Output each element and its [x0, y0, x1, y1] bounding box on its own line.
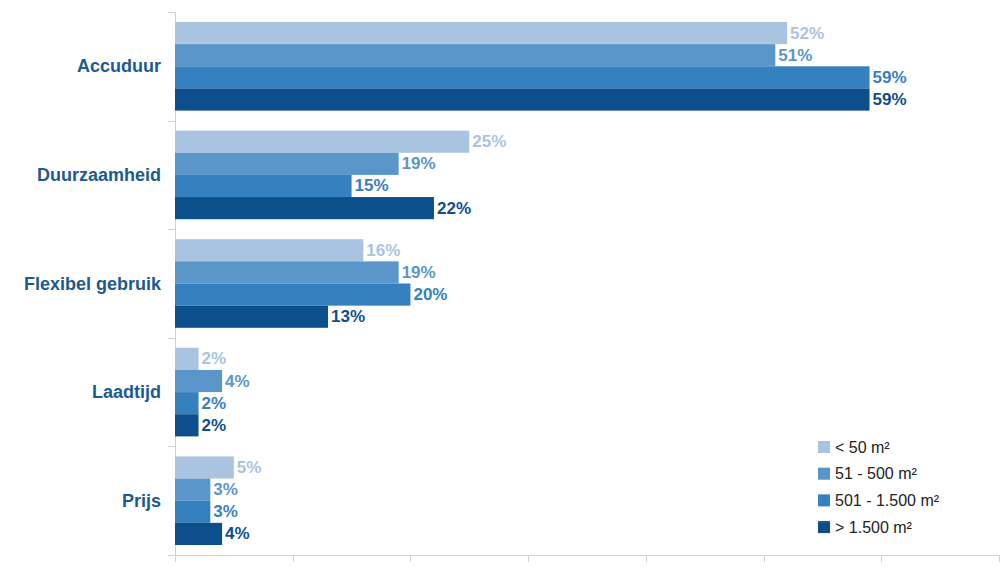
- data-label: 25%: [472, 132, 506, 151]
- data-label: 3%: [213, 502, 238, 521]
- bar: [175, 88, 870, 110]
- x-tick: [175, 555, 176, 562]
- data-label: 19%: [402, 263, 436, 282]
- bar: [175, 197, 434, 219]
- bar: [175, 501, 210, 523]
- x-tick: [881, 555, 882, 562]
- legend-swatch: [818, 441, 830, 453]
- x-tick: [764, 555, 765, 562]
- bar: [175, 44, 775, 66]
- data-label: 59%: [873, 90, 907, 109]
- data-label: 2%: [202, 349, 227, 368]
- data-label: 22%: [437, 199, 471, 218]
- bar: [175, 153, 399, 175]
- bar: [175, 348, 199, 370]
- bar: [175, 456, 234, 478]
- category-label: Accuduur: [77, 56, 161, 76]
- bar: [175, 284, 410, 306]
- data-label: 2%: [202, 416, 227, 435]
- bar: [175, 131, 469, 153]
- data-label: 13%: [331, 307, 365, 326]
- legend-label: > 1.500 m²: [835, 519, 913, 536]
- data-labels: 52% 25% 16% 2% 5% 51% 19% 19% 4% 3% 59% 15% 20% 2% 3% 5…: [202, 24, 907, 544]
- x-tick: [528, 555, 529, 562]
- data-label: 19%: [402, 154, 436, 173]
- bar: [175, 370, 222, 392]
- data-label: 3%: [213, 480, 238, 499]
- data-label: 52%: [790, 24, 824, 43]
- legend-swatch: [818, 468, 830, 480]
- x-tick: [646, 555, 647, 562]
- data-label: 16%: [366, 241, 400, 260]
- data-label: 5%: [237, 458, 262, 477]
- data-label: 4%: [225, 372, 250, 391]
- data-label: 59%: [873, 68, 907, 87]
- category-separator: [168, 555, 175, 556]
- chart: Accuduur Duurzaamheid Flexibel gebruik Laad…: [0, 0, 1000, 568]
- legend-label: 51 - 500 m²: [835, 465, 917, 482]
- data-label: 2%: [202, 394, 227, 413]
- category-label: Duurzaamheid: [37, 165, 161, 185]
- bars: [175, 22, 870, 545]
- bar: [175, 175, 352, 197]
- legend-swatch: [818, 521, 830, 533]
- bar: [175, 414, 199, 436]
- legend-swatch: [818, 494, 830, 506]
- bar: [175, 239, 363, 261]
- data-label: 15%: [355, 176, 389, 195]
- category-separator: [168, 12, 175, 13]
- x-axis-line: [175, 555, 999, 556]
- data-label: 4%: [225, 524, 250, 543]
- category-separator: [168, 121, 175, 122]
- x-tick: [410, 555, 411, 562]
- category-separator: [168, 338, 175, 339]
- category-separator: [168, 229, 175, 230]
- x-tick: [999, 555, 1000, 562]
- x-tick: [293, 555, 294, 562]
- legend-label: < 50 m²: [835, 439, 890, 456]
- bar: [175, 66, 870, 88]
- bar: [175, 523, 222, 545]
- bar: [175, 261, 399, 283]
- bar: [175, 22, 787, 44]
- bar: [175, 306, 328, 328]
- category-label: Prijs: [122, 491, 161, 511]
- data-label: 51%: [778, 46, 812, 65]
- legend: < 50 m² 51 - 500 m² 501 - 1.500 m² > 1.500 …: [818, 439, 940, 536]
- category-label: Laadtijd: [92, 382, 161, 402]
- data-label: 20%: [413, 285, 447, 304]
- bar: [175, 479, 210, 501]
- bar: [175, 392, 199, 414]
- category-separator: [168, 446, 175, 447]
- category-label: Flexibel gebruik: [24, 274, 162, 294]
- legend-label: 501 - 1.500 m²: [835, 492, 940, 509]
